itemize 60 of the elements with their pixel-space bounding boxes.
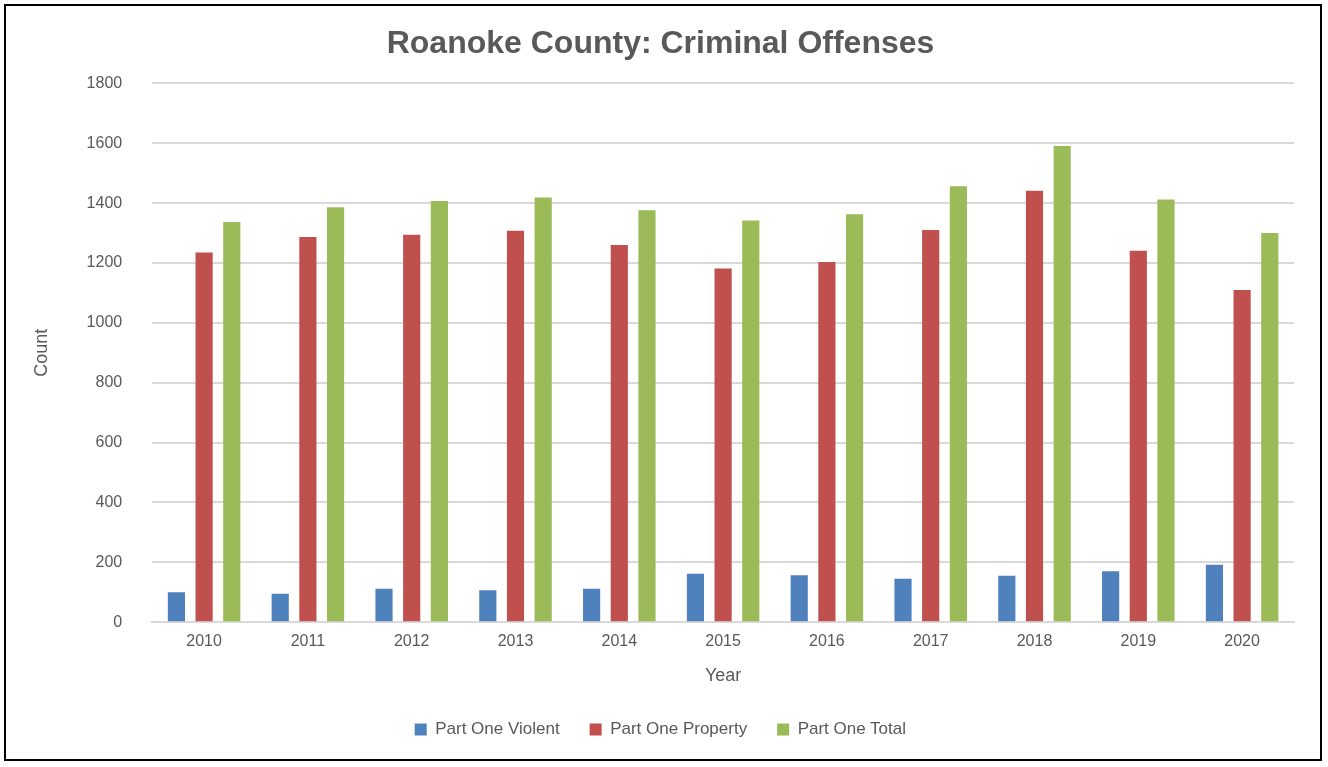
y-tick-label: 1800 (86, 73, 123, 91)
bar (894, 578, 912, 622)
y-tick-label: 1000 (86, 313, 123, 331)
y-tick-label: 0 (113, 612, 123, 630)
bar (1025, 190, 1044, 622)
x-tick-label: 2017 (912, 632, 949, 650)
legend-label: Part One Property (610, 719, 748, 739)
bar (790, 575, 808, 622)
x-tick-label: 2016 (809, 632, 845, 650)
y-tick-label: 1600 (86, 133, 123, 151)
bar (1261, 233, 1279, 622)
bar (1053, 145, 1071, 622)
y-axis-title: Count (30, 328, 51, 377)
bar (686, 573, 704, 622)
bar (846, 214, 864, 622)
bar (638, 210, 656, 622)
bar (195, 252, 213, 622)
bar (326, 207, 345, 622)
bar (403, 234, 421, 622)
x-tick-label: 2020 (1224, 632, 1260, 650)
bar (479, 590, 497, 622)
bar (714, 268, 732, 622)
x-tick-label: 2010 (186, 632, 222, 650)
bar (818, 262, 836, 622)
x-axis-title: Year (704, 665, 742, 686)
y-tick-label: 400 (95, 492, 123, 510)
legend-label: Part One Violent (435, 719, 560, 739)
bar (922, 230, 940, 622)
chart-title: Roanoke County: Criminal Offenses (386, 24, 935, 61)
bar (742, 220, 760, 622)
bar (375, 588, 393, 622)
bar (1205, 564, 1223, 622)
legend-label: Part One Total (797, 719, 906, 739)
x-tick-label: 2013 (497, 632, 534, 650)
bar (610, 245, 628, 622)
y-tick-label: 1200 (86, 253, 123, 271)
x-tick-label: 2011 (290, 632, 326, 650)
y-tick-label: 800 (95, 373, 123, 391)
bar (998, 575, 1016, 622)
bar (223, 221, 241, 622)
bar (583, 588, 601, 622)
y-tick-label: 200 (95, 552, 123, 570)
bar (167, 592, 185, 622)
x-tick-label: 2019 (1120, 632, 1157, 650)
bar (1157, 199, 1175, 622)
y-tick-label: 600 (95, 433, 123, 451)
x-tick-label: 2014 (601, 632, 638, 650)
bar (1129, 250, 1147, 622)
bar (271, 593, 289, 622)
bar (430, 201, 448, 622)
y-tick-label: 1400 (86, 193, 123, 211)
bar (506, 230, 525, 622)
bar (534, 197, 552, 622)
x-tick-label: 2015 (705, 632, 741, 650)
bar (949, 186, 967, 622)
bar (1102, 571, 1120, 622)
x-tick-label: 2012 (393, 632, 430, 650)
x-tick-label: 2018 (1016, 632, 1053, 650)
bar (299, 236, 317, 622)
bar (1233, 289, 1251, 622)
